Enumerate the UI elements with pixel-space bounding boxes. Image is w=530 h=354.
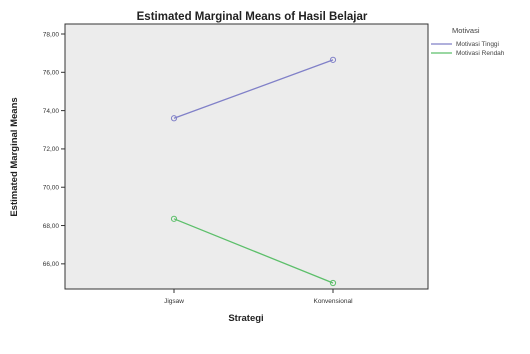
y-tick-label: 74,00	[43, 108, 60, 115]
y-tick-label: 70,00	[43, 185, 60, 192]
x-tick-label: Jigsaw	[164, 298, 184, 305]
x-axis-title: Strategi	[228, 313, 263, 324]
data-point	[329, 56, 337, 63]
data-point	[329, 279, 337, 287]
y-tick-label: 78,00	[43, 31, 60, 38]
y-tick-label: 76,00	[43, 70, 60, 77]
data-point	[170, 115, 178, 122]
plot-area	[64, 23, 429, 290]
x-tick-label: Konvensional	[313, 298, 353, 305]
y-axis-title: Estimated Marginal Means	[9, 97, 20, 216]
chart-title: Estimated Marginal Means of Hasil Belaja…	[137, 11, 368, 23]
y-axis: 66,00 68,00 70,00 72,00 74,00 76,00 78,00	[43, 31, 65, 268]
y-tick-label: 68,00	[43, 223, 60, 230]
y-tick-label: 66,00	[43, 261, 60, 268]
legend: Motivasi Tinggi Motivasi Rendah	[431, 41, 505, 57]
legend-label: Motivasi Tinggi	[456, 41, 499, 48]
x-axis: Jigsaw Konvensional	[164, 289, 353, 305]
data-point	[170, 215, 178, 222]
y-tick-label: 72,00	[43, 146, 60, 153]
legend-label: Motivasi Rendah	[456, 50, 505, 57]
series-line	[173, 59, 334, 119]
series-layer	[170, 56, 337, 287]
legend-title: Motivasi	[452, 26, 480, 35]
series-line	[173, 218, 334, 284]
